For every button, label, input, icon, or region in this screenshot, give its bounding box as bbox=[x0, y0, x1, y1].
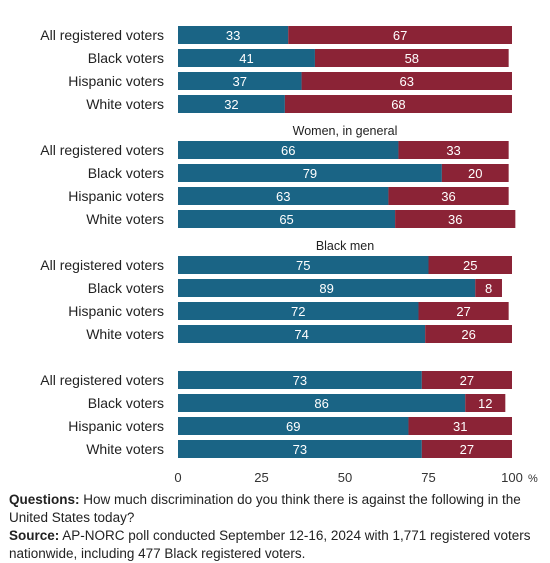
category-label: Black voters bbox=[88, 50, 164, 66]
data-label: 36 bbox=[441, 189, 455, 204]
bar-segment-first bbox=[178, 49, 315, 67]
data-label: 68 bbox=[391, 97, 405, 112]
bar-segment-second bbox=[284, 95, 512, 113]
questions-note: Questions: How much discrimination do yo… bbox=[9, 491, 539, 527]
category-label: White voters bbox=[86, 96, 164, 112]
data-label: 31 bbox=[453, 419, 467, 434]
bar-segment-first bbox=[178, 302, 419, 320]
bar-segment-first bbox=[178, 164, 442, 182]
stacked-bar-chart: All registered voters 33 67 Black voters 41 5… bbox=[40, 26, 538, 485]
data-label: 41 bbox=[239, 51, 253, 66]
x-tick-label: 0 bbox=[174, 470, 181, 485]
data-label: 32 bbox=[224, 97, 238, 112]
category-label: Hispanic voters bbox=[68, 418, 164, 434]
bar-segment-first bbox=[178, 440, 422, 458]
bar-segment-first bbox=[178, 371, 422, 389]
category-label: All registered voters bbox=[40, 257, 164, 273]
bar-segment-second bbox=[465, 394, 506, 412]
bar-segment-first bbox=[178, 26, 289, 44]
bar-segment-second bbox=[314, 49, 509, 67]
data-label: 58 bbox=[405, 51, 419, 66]
category-label: Black voters bbox=[88, 165, 164, 181]
data-label: 27 bbox=[456, 304, 470, 319]
data-label: 8 bbox=[485, 281, 492, 296]
bar-segment-first bbox=[178, 417, 409, 435]
category-label: Hispanic voters bbox=[68, 73, 164, 89]
data-label: 27 bbox=[460, 373, 474, 388]
bar-segment-second bbox=[288, 26, 512, 44]
data-label: 12 bbox=[478, 396, 492, 411]
x-tick-label: 50 bbox=[338, 470, 352, 485]
category-label: All registered voters bbox=[40, 372, 164, 388]
x-unit-label: % bbox=[528, 473, 538, 485]
data-label: 73 bbox=[293, 373, 307, 388]
data-label: 75 bbox=[296, 258, 310, 273]
data-label: 79 bbox=[303, 166, 317, 181]
data-label: 65 bbox=[279, 212, 293, 227]
data-label: 25 bbox=[463, 258, 477, 273]
bar-segment-first bbox=[178, 256, 429, 274]
bar-segment-first bbox=[178, 141, 399, 159]
data-label: 27 bbox=[460, 442, 474, 457]
bar-segment-first bbox=[178, 279, 476, 297]
data-label: 26 bbox=[461, 327, 475, 342]
group-title: Women, in general bbox=[293, 124, 398, 138]
data-label: 37 bbox=[233, 74, 247, 89]
category-label: White voters bbox=[86, 326, 164, 342]
bar-segment-second bbox=[388, 187, 509, 205]
data-label: 72 bbox=[291, 304, 305, 319]
source-note: Source: AP-NORC poll conducted September… bbox=[9, 527, 539, 563]
category-label: All registered voters bbox=[40, 142, 164, 158]
bar-segment-second bbox=[428, 256, 512, 274]
data-label: 33 bbox=[446, 143, 460, 158]
questions-label: Questions: bbox=[9, 492, 80, 507]
bar-segment-first bbox=[178, 72, 302, 90]
data-label: 63 bbox=[276, 189, 290, 204]
data-label: 33 bbox=[226, 28, 240, 43]
bar-segment-second bbox=[301, 72, 512, 90]
data-label: 73 bbox=[293, 442, 307, 457]
category-label: Black voters bbox=[88, 280, 164, 296]
category-label: Black voters bbox=[88, 395, 164, 411]
category-label: All registered voters bbox=[40, 27, 164, 43]
bar-segment-first bbox=[178, 95, 285, 113]
bar-segment-first bbox=[178, 187, 389, 205]
bar-segment-second bbox=[441, 164, 509, 182]
source-text: AP-NORC poll conducted September 12-16, … bbox=[9, 528, 531, 561]
data-label: 66 bbox=[281, 143, 295, 158]
bar-segment-first bbox=[178, 394, 466, 412]
bar-segment-second bbox=[421, 371, 512, 389]
category-label: Hispanic voters bbox=[68, 303, 164, 319]
data-label: 63 bbox=[400, 74, 414, 89]
data-label: 69 bbox=[286, 419, 300, 434]
bar-segment-second bbox=[418, 302, 509, 320]
data-label: 20 bbox=[468, 166, 482, 181]
bar-segment-second bbox=[421, 440, 512, 458]
category-label: White voters bbox=[86, 441, 164, 457]
category-label: Hispanic voters bbox=[68, 188, 164, 204]
data-label: 86 bbox=[314, 396, 328, 411]
bar-segment-first bbox=[178, 210, 396, 228]
source-label: Source: bbox=[9, 528, 60, 543]
x-tick-label: 100 bbox=[501, 470, 523, 485]
x-tick-label: 25 bbox=[254, 470, 268, 485]
bar-segment-first bbox=[178, 325, 426, 343]
data-label: 67 bbox=[393, 28, 407, 43]
bar-segment-second bbox=[425, 325, 512, 343]
bar-segment-second bbox=[475, 279, 502, 297]
group-title: Black men bbox=[316, 239, 374, 253]
bar-segment-second bbox=[395, 210, 516, 228]
x-tick-label: 75 bbox=[421, 470, 435, 485]
bar-segment-second bbox=[398, 141, 509, 159]
data-label: 89 bbox=[319, 281, 333, 296]
chart-footer: Questions: How much discrimination do yo… bbox=[9, 491, 539, 563]
bar-segment-second bbox=[408, 417, 512, 435]
questions-text: How much discrimination do you think the… bbox=[9, 492, 521, 525]
data-label: 74 bbox=[294, 327, 308, 342]
data-label: 36 bbox=[448, 212, 462, 227]
category-label: White voters bbox=[86, 211, 164, 227]
